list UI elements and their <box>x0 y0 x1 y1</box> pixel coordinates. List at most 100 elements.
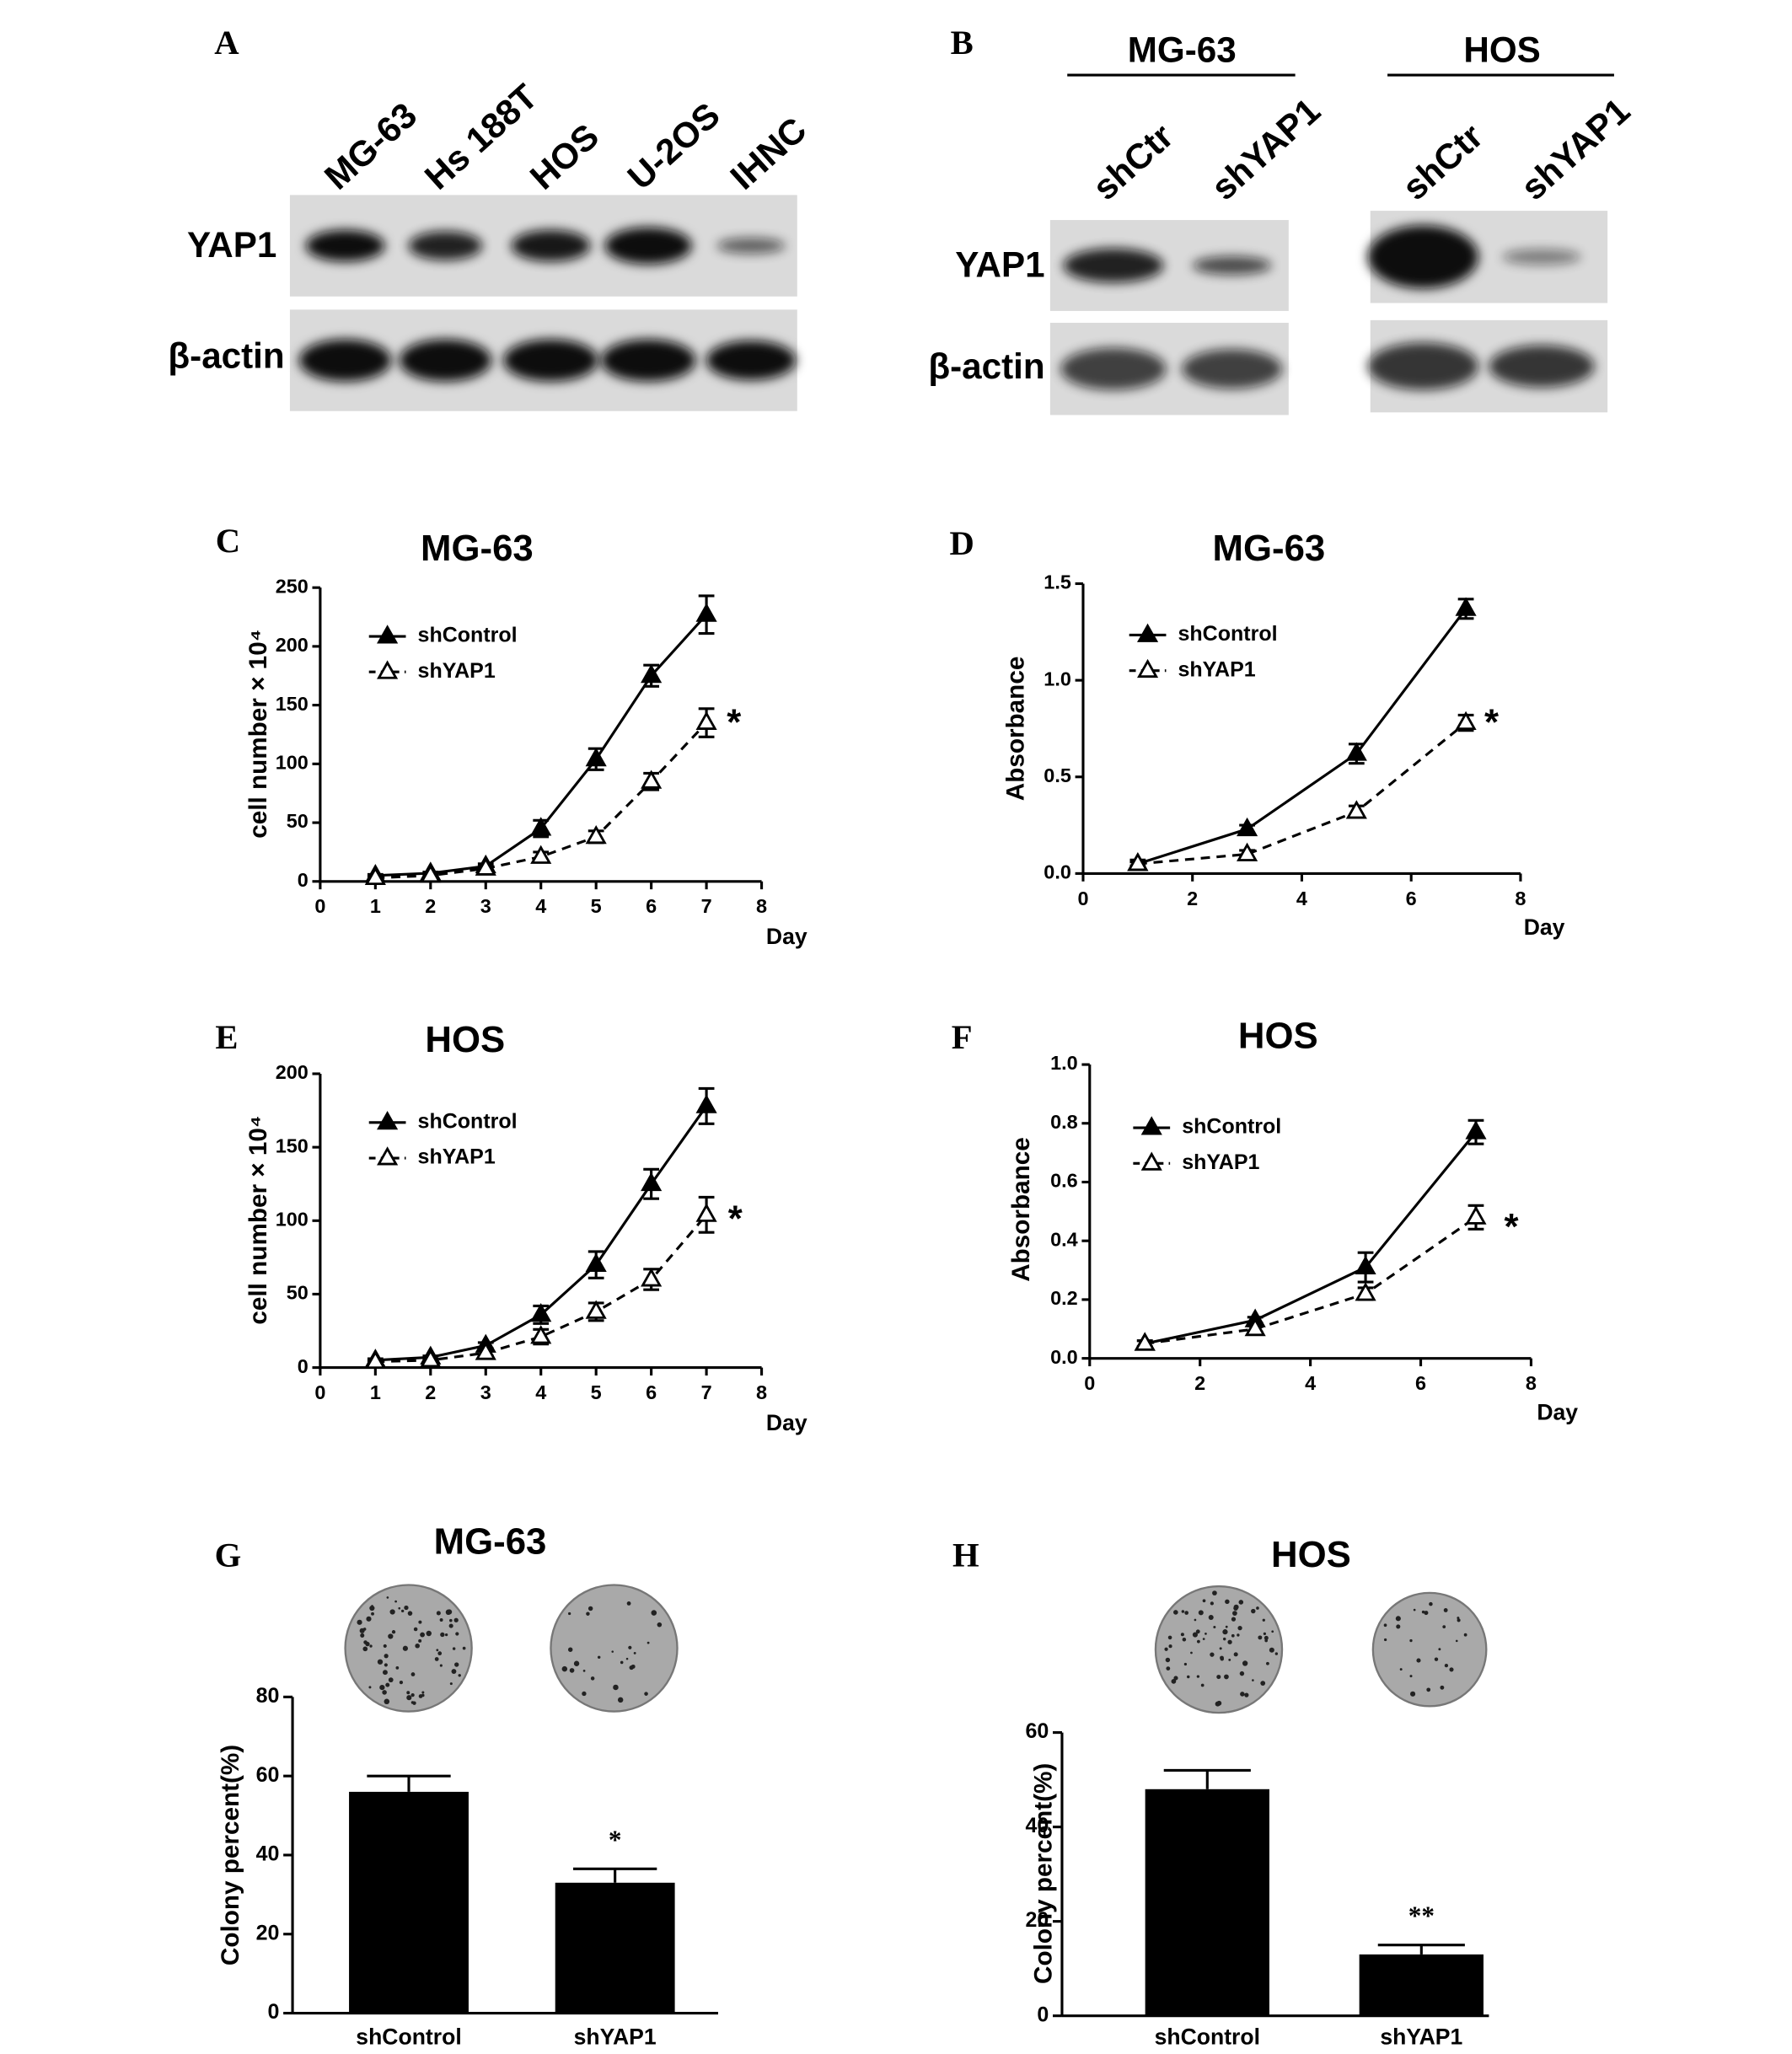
colony <box>1168 1644 1172 1649</box>
chart-title: MG-63 <box>434 1521 547 1563</box>
colony <box>420 1632 426 1638</box>
x-tick-label: 6 <box>646 895 657 917</box>
data-point <box>530 817 552 836</box>
data-point <box>695 1094 717 1113</box>
colony <box>617 1697 624 1703</box>
colony <box>448 1623 453 1628</box>
blot-band <box>604 227 692 265</box>
y-axis-label: cell number × 10⁴ <box>244 1115 272 1324</box>
panel-letter: C <box>216 522 240 560</box>
lane-label: shYAP1 <box>1204 90 1328 207</box>
x-tick-label: 5 <box>591 1381 602 1403</box>
colony <box>1165 1657 1171 1663</box>
data-point <box>475 856 496 876</box>
colony <box>410 1672 416 1676</box>
panel-letter: A <box>214 24 239 62</box>
colony <box>582 1691 587 1697</box>
colony <box>1449 1667 1454 1672</box>
colony <box>449 1618 453 1622</box>
colony <box>586 1612 590 1616</box>
legend-marker <box>1140 1116 1162 1135</box>
colony <box>1184 1611 1189 1615</box>
x-tick-label: 2 <box>425 895 436 917</box>
colony <box>625 1657 629 1660</box>
colony <box>1212 1590 1217 1595</box>
colony <box>569 1668 575 1673</box>
x-tick-label: 4 <box>535 1381 546 1403</box>
colony <box>1269 1647 1274 1653</box>
lane-label: U-2OS <box>620 95 727 197</box>
colony <box>363 1640 368 1644</box>
colony <box>1167 1635 1172 1640</box>
blot-band <box>1182 349 1283 389</box>
colony <box>1463 1633 1467 1637</box>
lane-label: Hs 188T <box>417 76 545 196</box>
y-tick-label: 0.0 <box>1050 1346 1078 1368</box>
colony <box>1228 1658 1231 1661</box>
colony <box>1164 1647 1168 1651</box>
colony <box>1455 1639 1458 1643</box>
colony <box>1443 1608 1448 1612</box>
colony <box>1240 1692 1245 1697</box>
y-tick-label: 0 <box>298 1355 309 1377</box>
colony <box>384 1654 389 1659</box>
legend-label: shYAP1 <box>418 1145 496 1169</box>
y-tick-label: 0 <box>1037 2003 1049 2026</box>
x-tick-label: 0 <box>314 1381 325 1403</box>
series-line <box>1144 1131 1478 1345</box>
x-tick-label: 8 <box>1526 1372 1537 1394</box>
y-axis-label: Colony percent(%) <box>1029 1763 1057 1984</box>
lane-label: shCtr <box>1085 116 1180 208</box>
colony-plate <box>1154 1585 1284 1714</box>
x-tick-label: 3 <box>480 1381 491 1403</box>
x-tick-label: 4 <box>535 895 546 917</box>
colony <box>628 1645 632 1649</box>
colony <box>389 1609 395 1615</box>
colony <box>395 1666 400 1670</box>
colony <box>1222 1637 1226 1641</box>
colony <box>590 1676 595 1681</box>
row-label: YAP1 <box>187 225 276 265</box>
colony <box>1410 1691 1416 1697</box>
x-tick-label: 6 <box>1415 1372 1426 1394</box>
colony <box>379 1684 385 1691</box>
colony <box>439 1618 443 1622</box>
colony <box>1238 1600 1244 1605</box>
colony <box>434 1657 439 1661</box>
colony <box>1181 1610 1185 1613</box>
error-bar <box>367 1774 451 1792</box>
colony <box>1196 1675 1200 1678</box>
chart-title: MG-63 <box>421 528 534 569</box>
data-point <box>1345 742 1367 761</box>
blot-band <box>305 229 385 262</box>
colony <box>398 1606 401 1610</box>
colony <box>587 1606 593 1612</box>
colony <box>1210 1652 1215 1657</box>
colony <box>386 1596 389 1599</box>
y-tick-label: 0.5 <box>1044 764 1071 786</box>
colony <box>369 1644 373 1648</box>
data-point <box>585 1252 607 1273</box>
colony <box>1216 1675 1221 1680</box>
blot-band <box>1489 345 1595 388</box>
colony <box>406 1695 412 1701</box>
colony <box>1413 1608 1416 1612</box>
x-tick-label: shYAP1 <box>1380 2024 1462 2049</box>
panel-letter: D <box>949 524 974 562</box>
data-point <box>641 1268 663 1287</box>
colony <box>418 1638 422 1643</box>
colony <box>437 1651 443 1656</box>
colony <box>404 1605 409 1611</box>
colony <box>462 1646 466 1650</box>
colony <box>1215 1701 1221 1707</box>
data-point <box>695 603 717 622</box>
chart-title: MG-63 <box>1213 528 1326 569</box>
data-point <box>1237 842 1258 861</box>
panel-letter: E <box>215 1018 238 1056</box>
x-tick-label: 4 <box>1296 888 1307 909</box>
blot-band <box>600 339 696 382</box>
colony <box>1274 1652 1279 1655</box>
colony <box>410 1693 415 1697</box>
colony <box>399 1681 404 1685</box>
legend-marker <box>377 1111 399 1130</box>
